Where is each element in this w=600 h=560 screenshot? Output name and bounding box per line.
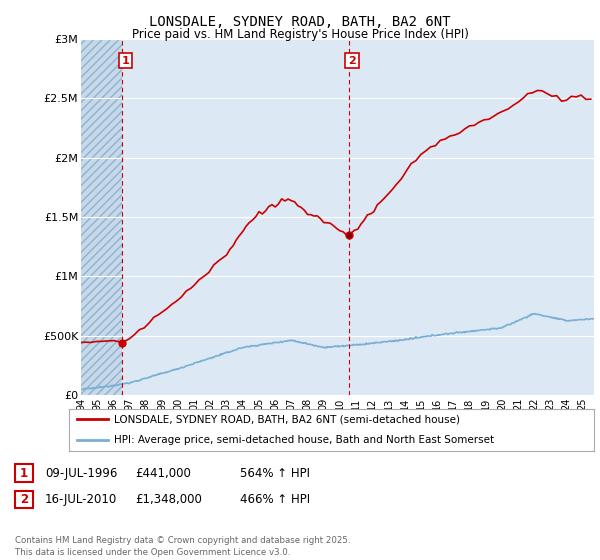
Polygon shape [81,39,122,395]
Text: LONSDALE, SYDNEY ROAD, BATH, BA2 6NT (semi-detached house): LONSDALE, SYDNEY ROAD, BATH, BA2 6NT (se… [113,414,460,424]
Bar [122,39,349,395]
Text: 16-JUL-2010: 16-JUL-2010 [45,493,117,506]
Text: Price paid vs. HM Land Registry's House Price Index (HPI): Price paid vs. HM Land Registry's House … [131,28,469,41]
Text: £1,348,000: £1,348,000 [135,493,202,506]
Text: 1: 1 [20,466,28,480]
Text: £441,000: £441,000 [135,466,191,480]
Text: 466% ↑ HPI: 466% ↑ HPI [240,493,310,506]
Text: Contains HM Land Registry data © Crown copyright and database right 2025.
This d: Contains HM Land Registry data © Crown c… [15,536,350,557]
Polygon shape [81,39,122,395]
Text: 1: 1 [121,55,129,66]
Text: 2: 2 [20,493,28,506]
Bar [349,39,594,395]
Bar [81,39,122,395]
Text: 09-JUL-1996: 09-JUL-1996 [45,466,118,480]
Text: HPI: Average price, semi-detached house, Bath and North East Somerset: HPI: Average price, semi-detached house,… [113,435,494,445]
Text: 564% ↑ HPI: 564% ↑ HPI [240,466,310,480]
Text: 2: 2 [348,55,356,66]
Text: LONSDALE, SYDNEY ROAD, BATH, BA2 6NT: LONSDALE, SYDNEY ROAD, BATH, BA2 6NT [149,15,451,29]
